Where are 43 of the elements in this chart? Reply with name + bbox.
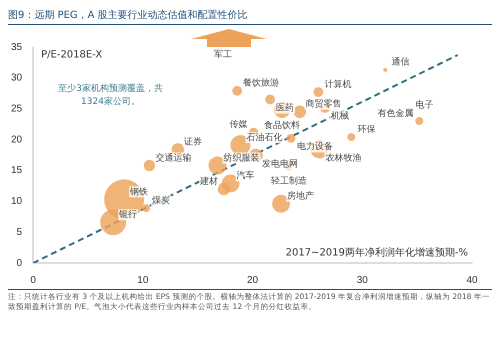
annotation: 发电电网 xyxy=(262,158,298,170)
y-tick-label: 35 xyxy=(11,42,23,53)
y-tick-label: 20 xyxy=(11,134,23,146)
y-tick-label: 5 xyxy=(16,226,23,238)
x-tick-label: 30 xyxy=(356,274,368,286)
x-tick-label: 40 xyxy=(466,274,478,286)
x-axis-title: 2017~2019两年净利润年化增速预期-% xyxy=(286,246,468,259)
annotation: 军工 xyxy=(214,48,232,61)
y-tick-label: 25 xyxy=(11,103,23,114)
x-tick-label: 20 xyxy=(247,274,259,286)
x-tick-label: 0 xyxy=(30,274,36,286)
y-tick-label: 30 xyxy=(11,72,23,84)
y-tick-label: 15 xyxy=(11,165,23,176)
x-tick-label: 10 xyxy=(137,274,149,286)
annotation: 环保 xyxy=(357,124,376,135)
annotation: 石油石化 xyxy=(246,132,282,143)
annotation: 银行 xyxy=(118,209,138,220)
annotation: 房地产 xyxy=(287,190,314,202)
annotation: 商贸零售 xyxy=(306,98,342,110)
annotation: 通信 xyxy=(391,56,410,68)
annotation: 汽车 xyxy=(236,170,255,182)
annotation: 餐饮旅游 xyxy=(243,78,280,89)
annotation: 电子 xyxy=(415,99,434,110)
annotation: 食品饮料 xyxy=(264,120,300,131)
annotation: 医药 xyxy=(276,102,294,114)
y-tick-label: 10 xyxy=(11,196,23,208)
chart-title: 图9：远期 PEG，A 股主要行业动态估值和配置性价比 xyxy=(8,8,492,25)
annotation: 传媒 xyxy=(230,119,248,130)
annotation: 计算机 xyxy=(324,78,352,90)
annotation: 电力设备 xyxy=(296,141,333,152)
annotation: 纺织服装 xyxy=(223,152,260,164)
annotation: 证券 xyxy=(184,136,202,148)
annotation: 有色金属 xyxy=(377,108,414,119)
annotation: 煤炭 xyxy=(152,194,170,206)
y-tick-label: 0 xyxy=(16,258,23,269)
annotation: 农林牧渔 xyxy=(325,152,362,164)
annotation: 轻工制造 xyxy=(270,175,307,186)
annotation: 机械 xyxy=(330,110,349,122)
y-axis-title: P/E-2018E-X xyxy=(41,50,102,61)
annotation: 建材 xyxy=(199,176,218,187)
annotation: 钢铁 xyxy=(129,186,148,198)
annotation: 交通运输 xyxy=(155,152,192,164)
annotation: 至少3家机构预测覆盖，共1324家公司。 xyxy=(58,83,163,109)
